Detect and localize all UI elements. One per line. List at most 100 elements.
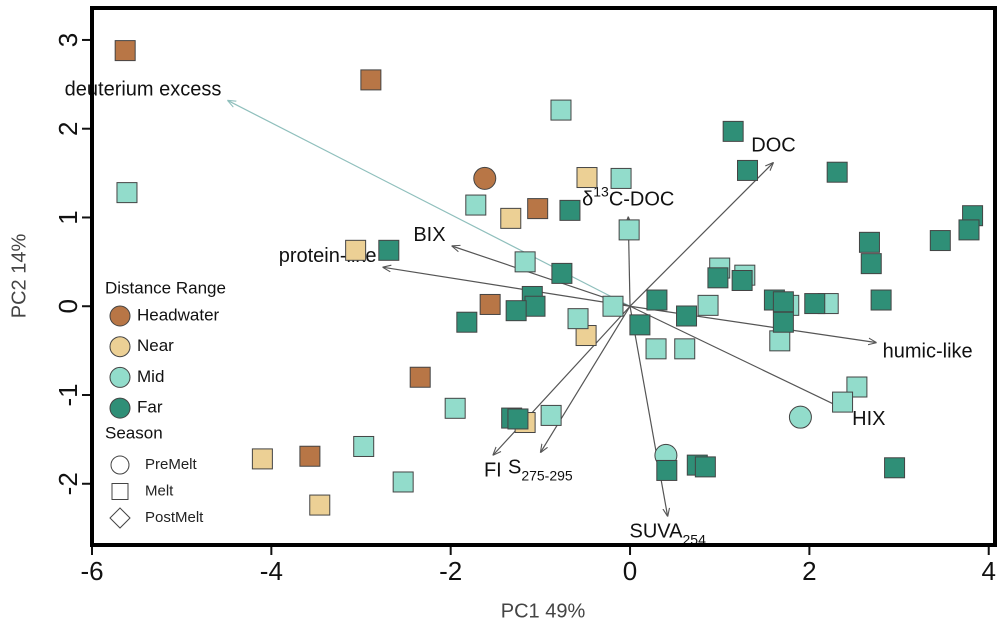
- point: [929, 230, 951, 252]
- loading-label-part: S: [508, 457, 521, 479]
- point: [116, 182, 138, 204]
- x-tick-label: -4: [260, 556, 283, 586]
- point: [353, 435, 375, 457]
- point: [958, 219, 980, 241]
- point: [345, 239, 367, 261]
- point: [299, 445, 321, 467]
- point: [576, 167, 598, 189]
- season-swatch: [111, 483, 129, 500]
- point: [550, 99, 572, 121]
- x-tick-label: -6: [80, 556, 103, 586]
- loading-label: S275-295: [508, 457, 573, 483]
- point: [676, 305, 698, 327]
- plot-frame: [90, 6, 997, 547]
- point: [826, 161, 848, 183]
- point: [527, 198, 549, 220]
- loading-arrow: [629, 305, 877, 342]
- season-swatch: [110, 455, 130, 475]
- point: [884, 457, 906, 479]
- legend-swatch: [109, 305, 131, 327]
- point: [697, 294, 719, 316]
- x-tick-label: 4: [981, 556, 995, 586]
- loading-label: deuterium excess: [65, 79, 222, 101]
- loading-label-part: FI: [484, 460, 502, 482]
- loading-arrow: [493, 305, 631, 455]
- y-tick-label: 0: [53, 299, 83, 313]
- point: [772, 291, 794, 313]
- legend-label: Headwater: [137, 305, 220, 324]
- point: [769, 330, 791, 352]
- point: [870, 289, 892, 311]
- loading-label-part: C-DOC: [609, 189, 675, 211]
- season-label: PreMelt: [145, 456, 198, 473]
- loading-label: BIX: [413, 224, 445, 246]
- point: [804, 293, 826, 315]
- loading-label-part: humic-like: [883, 341, 973, 363]
- x-axis-label: PC1 49%: [501, 600, 586, 622]
- point: [378, 239, 400, 261]
- legend-swatch: [109, 366, 131, 388]
- point: [507, 408, 529, 430]
- y-tick-label: 3: [53, 33, 83, 47]
- loading-arrow: [629, 162, 773, 307]
- point: [674, 338, 696, 360]
- legend-label: Far: [137, 398, 163, 417]
- y-tick-label: 1: [53, 210, 83, 224]
- point: [409, 366, 431, 388]
- loading-label-part: SUVA: [630, 521, 684, 543]
- legend-swatch: [109, 397, 131, 419]
- point: [788, 405, 812, 429]
- point: [722, 120, 744, 142]
- point: [479, 293, 501, 315]
- loading-label-part: BIX: [413, 224, 445, 246]
- loading-label-part: 275-295: [521, 467, 573, 483]
- loading-arrow: [629, 306, 668, 516]
- point: [610, 167, 632, 189]
- y-tick-label: 2: [53, 121, 83, 135]
- point: [524, 295, 546, 317]
- point: [473, 166, 497, 190]
- season-label: PostMelt: [145, 509, 204, 526]
- point: [858, 231, 880, 253]
- point: [559, 199, 581, 221]
- legend-title: Distance Range: [105, 278, 226, 297]
- loading-label: humic-like: [883, 341, 973, 363]
- y-tick-label: -1: [53, 383, 83, 406]
- point: [618, 219, 640, 241]
- loading-label-part: DOC: [751, 135, 795, 157]
- point: [456, 311, 478, 333]
- point: [505, 300, 527, 322]
- loading-label: HIX: [852, 408, 885, 430]
- loading-arrow: [629, 305, 846, 410]
- point: [629, 314, 651, 336]
- season-swatch: [109, 507, 131, 529]
- legend-label: Near: [137, 336, 174, 355]
- point: [500, 207, 522, 229]
- loading-label: δ13C-DOC: [582, 183, 674, 211]
- point: [602, 295, 624, 317]
- loading-label: DOC: [751, 135, 795, 157]
- point: [646, 289, 668, 311]
- point: [567, 308, 589, 330]
- legend-label: Mid: [137, 367, 164, 386]
- point: [860, 253, 882, 275]
- point: [707, 267, 729, 289]
- x-tick-label: 2: [802, 556, 816, 586]
- point: [465, 194, 487, 216]
- point: [392, 471, 414, 493]
- point: [645, 338, 667, 360]
- point: [309, 494, 331, 516]
- point: [360, 69, 382, 91]
- point: [114, 40, 136, 62]
- point: [656, 459, 678, 481]
- loading-label-part: δ: [582, 189, 593, 211]
- y-axis-label: PC2 14%: [8, 234, 30, 319]
- loading-label: FI: [484, 460, 502, 482]
- point: [540, 404, 562, 426]
- point: [694, 456, 716, 478]
- season-label: Melt: [145, 482, 174, 499]
- point: [251, 448, 273, 470]
- point: [731, 269, 753, 291]
- x-tick-label: -2: [439, 556, 462, 586]
